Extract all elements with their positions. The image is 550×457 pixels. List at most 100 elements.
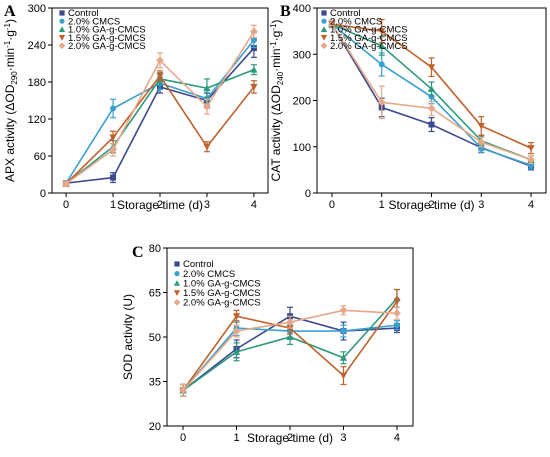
x-tick-label: 4 [528,199,534,211]
legend-marker [321,10,327,16]
data-point [427,85,436,92]
data-point [232,348,241,355]
panel-b: B 0 100 200 300 400 0 1 2 3 4 Storage time (d) CAT a… [269,3,547,212]
y-tick-label: 300 [293,49,311,61]
legend-marker [174,271,180,277]
legend-marker [58,42,66,50]
y-axis-title: APX activity (ΔOD290·min-1·g-1) [3,19,19,182]
x-tick-label: 0 [63,199,69,211]
legend-marker [320,42,328,50]
x-tick-label: 2 [428,199,434,211]
x-tick-label: 1 [233,432,239,444]
x-tick-label: 3 [204,199,210,211]
legend-entry: 2.0% GA-g-CMCS [183,298,261,309]
legend-marker [173,280,181,286]
data-point [286,318,294,327]
legend-marker [59,18,65,24]
series-5 [328,19,535,164]
data-point [156,56,164,65]
data-point [250,83,258,91]
y-tick-label: 60 [34,151,46,163]
panel-letter: B [280,3,291,20]
y-axis-title: SOD activity (U) [121,294,135,380]
x-axis-title: Storage time (d) [117,198,203,212]
x-tick-label: 3 [478,199,484,211]
data-point [378,28,386,35]
legend-entry: 1.5% GA-g-CMCS [183,288,261,299]
data-point [339,372,348,380]
y-tick-label: 20 [149,421,161,433]
x-tick-label: 1 [379,199,385,211]
y-tick-label: 400 [293,3,311,15]
y-axis-title: CAT activity (ΔOD240·min-1·g-1) [269,20,285,182]
data-point [110,174,117,181]
x-tick-label: 0 [180,432,186,444]
data-point [393,322,400,329]
y-tick-label: 240 [28,40,46,52]
data-point [203,143,211,151]
data-point [477,138,486,147]
data-point [527,145,535,152]
data-point [232,313,241,320]
data-point [250,45,257,52]
legend-entry: Control [183,259,214,270]
data-point [232,327,241,335]
data-point [377,98,386,107]
y-tick-label: 180 [28,77,46,89]
data-point [109,145,117,154]
y-tick-label: 100 [293,142,311,154]
data-point [427,64,436,71]
data-point [328,20,336,29]
data-point [527,155,535,164]
y-tick-label: 80 [149,243,161,255]
y-tick-label: 50 [149,332,161,344]
panel-c: C 20 35 50 65 80 0 1 2 3 4 Storage time (d) SOD acti… [121,243,414,445]
x-tick-label: 2 [157,199,163,211]
legend-entry: 2.0% CMCS [330,16,382,27]
data-point [250,37,257,44]
x-tick-label: 1 [110,199,116,211]
legend-marker [173,299,181,306]
data-point [393,298,401,305]
panel-letter: C [132,244,144,261]
data-point [179,386,187,395]
legend-marker [321,18,327,24]
legend-entry: 1.5% GA-g-CMCS [68,33,146,44]
legend-marker [58,35,66,41]
data-point [378,61,385,68]
legend-marker [173,290,181,296]
series-4 [62,70,258,188]
legend-entry: Control [68,8,99,19]
data-point [286,333,294,340]
legend-entry: 1.0% GA-g-CMCS [68,25,146,36]
data-point [62,179,70,188]
y-tick-label: 120 [28,114,46,126]
legend-marker [320,26,328,32]
series-3 [62,64,258,187]
data-point [428,121,435,128]
data-point [340,328,347,335]
series-5 [179,305,401,397]
data-point [203,102,211,111]
legend-entry: 1.0% GA-g-CMCS [330,25,408,36]
x-tick-label: 4 [251,199,257,211]
y-tick-label: 65 [149,288,161,300]
series-5 [62,24,258,188]
x-tick-label: 3 [340,432,346,444]
x-axis-title: Storage time (d) [247,431,333,445]
data-point [393,309,401,318]
data-point [477,122,485,130]
x-tick-label: 4 [394,432,400,444]
y-tick-label: 200 [293,96,311,108]
panel-letter: A [4,3,16,20]
data-point [378,42,386,49]
y-tick-label: 35 [149,377,161,389]
x-tick-label: 0 [329,199,335,211]
data-point [110,105,117,112]
legend-marker [174,261,180,267]
panel-a: A 0 60 120 180 240 300 0 1 2 3 4 Storage time (d) APX… [3,3,269,212]
data-point [250,27,258,36]
x-tick-label: 2 [287,432,293,444]
